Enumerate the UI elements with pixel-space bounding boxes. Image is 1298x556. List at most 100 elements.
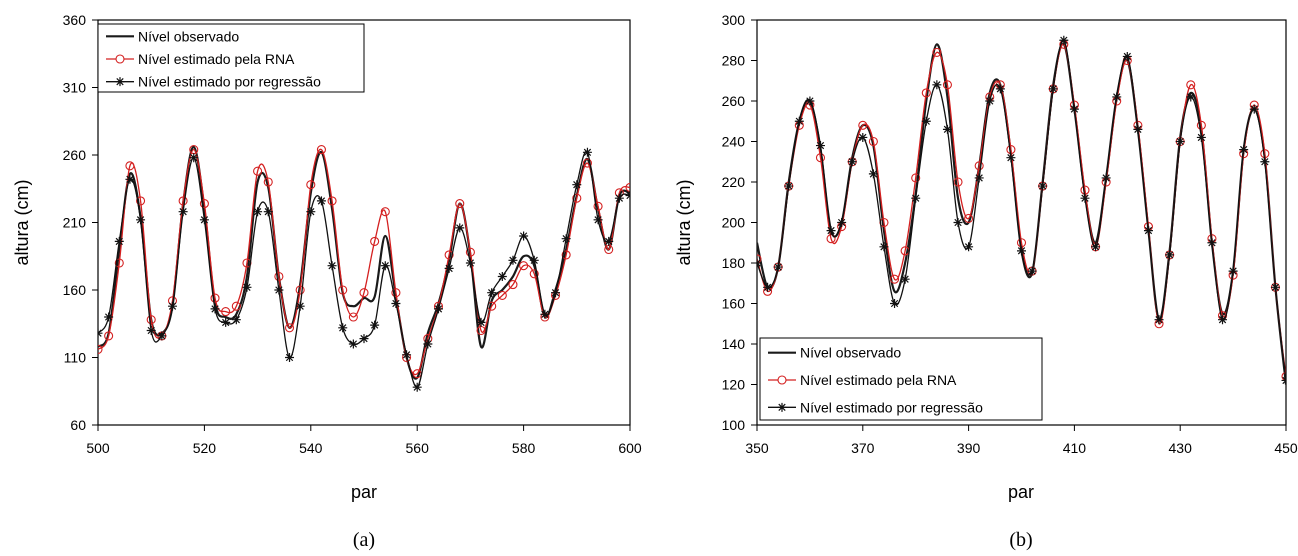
data-point-regression — [231, 315, 241, 325]
data-point-regression — [306, 207, 316, 217]
data-point-regression — [455, 223, 465, 233]
data-point-regression — [380, 261, 390, 271]
legend: Nível observado Nível estimado pela RNA Ní… — [759, 337, 1043, 421]
data-point-rna — [284, 323, 295, 333]
data-point-regression — [295, 301, 305, 311]
data-point-regression — [1154, 315, 1164, 325]
x-axis-label: par — [351, 482, 377, 502]
data-point-rna — [932, 47, 942, 57]
data-point-rna — [338, 285, 348, 295]
data-point-regression — [1112, 92, 1122, 102]
data-point-regression — [1165, 250, 1175, 260]
data-point-regression — [625, 191, 630, 200]
y-tick-label: 60 — [70, 417, 86, 433]
data-point-regression — [146, 326, 156, 335]
data-point-regression — [370, 320, 380, 330]
legend-marker-regression — [777, 402, 787, 412]
data-point-rna — [316, 145, 326, 155]
data-point-regression — [125, 174, 135, 184]
data-point-regression — [157, 331, 167, 341]
data-point-regression — [964, 242, 974, 252]
data-point-regression — [879, 242, 889, 252]
data-point-rna — [964, 213, 974, 223]
data-point-rna — [1186, 80, 1196, 90]
y-tick-label: 260 — [722, 93, 746, 109]
data-point-rna — [1281, 371, 1286, 381]
data-point-rna — [911, 173, 921, 183]
y-tick-label: 210 — [63, 215, 87, 231]
data-point-regression — [572, 180, 582, 190]
panel-caption: (b) — [1009, 529, 1032, 551]
y-tick-label: 220 — [722, 174, 746, 190]
data-point-regression — [900, 274, 910, 284]
data-point-rna — [263, 177, 273, 187]
data-point-regression — [1069, 104, 1079, 114]
data-point-rna — [974, 161, 984, 171]
y-tick-label: 120 — [722, 377, 746, 393]
legend-label-regression: Nível estimado por regressão — [138, 74, 321, 90]
data-point-rna — [444, 250, 454, 260]
data-point-regression — [1133, 124, 1143, 134]
data-point-rna — [359, 288, 369, 298]
x-tick-label: 410 — [1063, 440, 1087, 456]
data-point-regression — [921, 116, 931, 126]
data-point-regression — [890, 299, 900, 308]
data-point-rna — [508, 280, 518, 290]
data-point-rna — [146, 315, 156, 325]
data-point-regression — [178, 207, 188, 217]
legend-marker-rna — [115, 54, 125, 64]
x-tick-label: 430 — [1169, 440, 1193, 456]
x-tick-label: 450 — [1274, 440, 1298, 456]
data-point-regression — [815, 141, 825, 151]
legend-marker-rna — [777, 375, 787, 385]
y-tick-label: 180 — [722, 255, 746, 271]
data-point-rna — [221, 307, 231, 317]
data-point-rna — [327, 196, 337, 206]
data-point-rna — [370, 236, 380, 246]
y-tick-label: 140 — [722, 336, 746, 352]
data-point-rna — [953, 177, 963, 187]
chart-panel-a: 60 110 160 210 260 310 360 500 520 540 560 580 600 pa… — [12, 12, 642, 551]
y-tick-label: 200 — [722, 215, 746, 231]
data-point-regression — [604, 236, 614, 246]
y-axis-label: altura (cm) — [12, 179, 32, 265]
series-group — [98, 145, 630, 392]
data-point-regression — [773, 262, 783, 272]
data-point-regression — [826, 226, 836, 236]
data-point-rna — [921, 88, 931, 98]
data-point-regression — [1207, 238, 1217, 248]
data-point-regression — [519, 231, 529, 241]
data-point-regression — [1059, 35, 1069, 45]
data-point-regression — [242, 282, 252, 292]
data-point-rna — [253, 166, 263, 176]
data-point-regression — [1218, 315, 1228, 325]
data-point-rna — [572, 193, 582, 203]
data-point-rna — [274, 271, 284, 282]
data-point-regression — [932, 80, 942, 90]
data-point-regression — [136, 215, 146, 225]
data-point-rna — [210, 293, 220, 303]
legend-marker-regression — [115, 77, 125, 87]
data-point-regression — [444, 263, 454, 273]
x-tick-label: 520 — [193, 440, 217, 456]
data-point-rna — [231, 301, 241, 311]
legend: Nível observado Nível estimado pela RNA Ní… — [97, 23, 365, 93]
y-tick-label: 240 — [722, 134, 746, 150]
y-tick-label: 300 — [722, 12, 746, 28]
data-point-rna — [391, 288, 401, 298]
data-point-regression — [1027, 266, 1037, 276]
data-point-regression — [1122, 51, 1132, 61]
data-point-regression — [104, 312, 114, 322]
y-tick-label: 280 — [722, 53, 746, 69]
data-point-regression — [784, 181, 794, 191]
data-point-regression — [189, 153, 199, 163]
data-point-rna — [136, 196, 146, 206]
data-point-regression — [391, 299, 401, 308]
data-point-rna — [815, 153, 826, 163]
data-point-rna — [519, 261, 529, 271]
data-point-regression — [1143, 226, 1153, 236]
x-tick-label: 370 — [851, 440, 875, 456]
legend-label-regression: Nível estimado por regressão — [800, 399, 983, 415]
legend-box — [97, 23, 365, 93]
data-point-rna — [348, 312, 358, 322]
